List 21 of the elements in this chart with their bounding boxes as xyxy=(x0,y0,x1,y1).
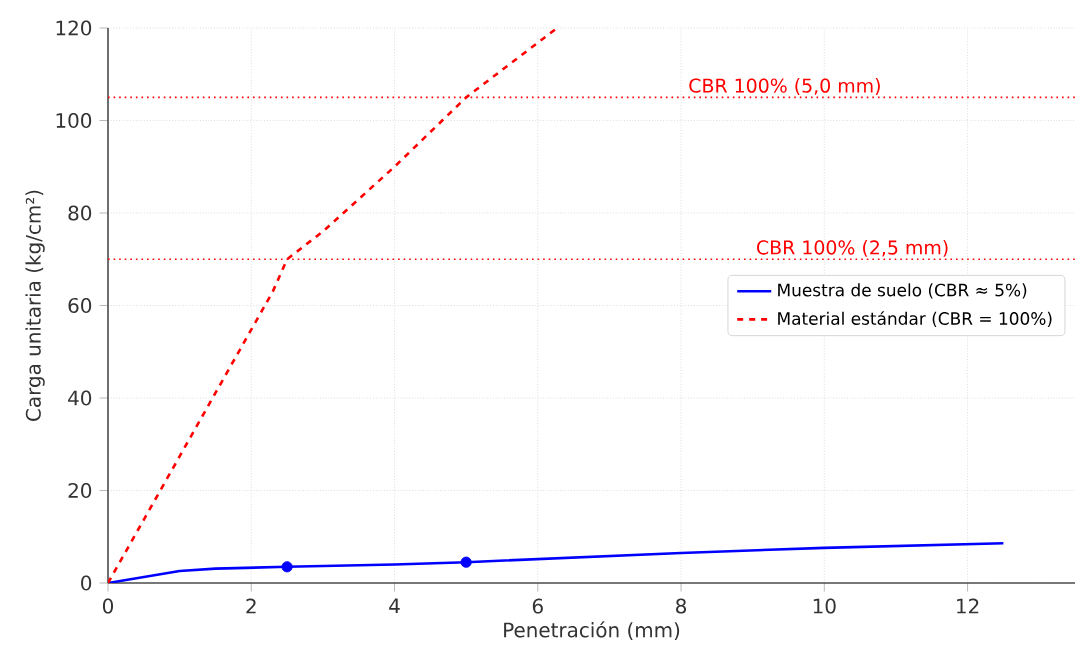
x-axis-title: Penetración (mm) xyxy=(504,621,680,640)
y-axis-title: Carga unitaria (kg/cm²) xyxy=(25,190,45,421)
x-tick-label: 10 xyxy=(813,598,836,614)
x-tick-label: 8 xyxy=(676,598,687,614)
line-series xyxy=(108,541,1005,583)
x-tick-label: 12 xyxy=(957,598,979,614)
y-tick-label: 20 xyxy=(68,482,92,499)
legend-label: Muestra de suelo (CBR ≈ 5%) xyxy=(778,283,1027,299)
y-tick-label: 100 xyxy=(56,112,92,129)
ref-line-label: CBR 100% (2,5 mm) xyxy=(757,239,948,257)
y-tick-label: 120 xyxy=(56,20,92,36)
y-tick-label: 0 xyxy=(81,575,92,591)
y-tick-label: 40 xyxy=(68,390,92,406)
x-tick-label: 2 xyxy=(246,598,256,614)
ref-line-label: CBR 100% (5,0 mm) xyxy=(689,78,880,95)
x-tick-label: 4 xyxy=(389,598,400,614)
x-tick-label: 0 xyxy=(102,598,114,614)
legend-label: Material estándar (CBR = 100%) xyxy=(778,311,1052,327)
x-tick-label: 6 xyxy=(532,598,543,614)
y-tick-label: 60 xyxy=(68,297,92,314)
y-tick-label: 80 xyxy=(68,205,92,221)
